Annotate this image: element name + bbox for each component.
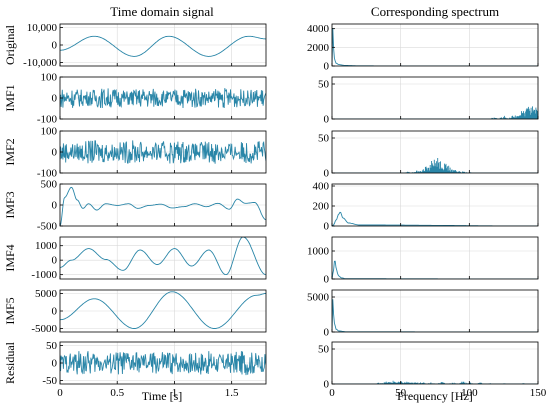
y-tick-label: -100 [37,168,58,180]
y-tick-label: 50 [318,79,330,91]
y-tick-label: 200 [313,201,330,213]
y-tick-label: 0 [324,61,330,73]
spectrum-imf5 [332,299,538,332]
frequency-axis-label: Frequency [Hz] [397,389,473,403]
axes-frame [331,76,539,120]
x-tick-label: 0 [329,387,335,399]
spectrum-imf4 [332,260,538,279]
row-label-imf5: IMF5 [3,297,17,324]
y-tick-label: -5000 [31,323,57,335]
x-tick-label: 150 [530,387,547,399]
axes-frame [331,341,539,385]
left-column-title: Time domain signal [110,4,214,19]
y-tick-label: 0 [52,306,58,318]
axes-frame [59,236,267,280]
y-tick-label: 50 [318,133,330,145]
x-tick-label: 1.5 [225,387,239,399]
row-label-residual: Residual [3,341,17,384]
y-tick-label: -100 [37,114,58,126]
time-series-imf3 [60,186,266,226]
y-tick-label: 10,000 [27,22,58,34]
y-tick-label: 100 [41,126,58,138]
y-tick-label: 0 [52,93,58,105]
axes-frame [331,236,539,280]
time-axis-label: Time [s] [142,389,183,403]
y-tick-label: 0 [324,379,330,391]
y-tick-label: -500 [37,221,58,233]
y-tick-label: 0 [324,168,330,180]
y-tick-label: -1000 [31,269,57,281]
y-tick-label: -10,000 [23,57,57,69]
y-tick-label: 5000 [307,292,330,304]
y-tick-label: 4000 [307,23,330,35]
y-tick-label: 0 [52,200,58,212]
y-tick-label: 0 [52,358,58,370]
x-tick-label: 0 [57,387,63,399]
time-series-imf5 [60,291,266,329]
y-tick-label: 0 [52,40,58,52]
time-series-imf4 [60,237,266,276]
y-tick-label: 50 [318,344,330,356]
axes-frame [331,183,539,227]
y-tick-label: 100 [41,72,58,84]
y-tick-label: 0 [324,114,330,126]
y-tick-label: 2000 [307,42,330,54]
x-tick-label: 1 [172,387,178,399]
y-tick-label: 1000 [307,246,330,258]
y-tick-label: 0 [324,221,330,233]
y-tick-label: 400 [313,181,330,193]
row-label-original: Original [3,24,17,65]
y-tick-label: 0 [52,147,58,159]
row-label-imf4: IMF4 [3,244,17,271]
spectrum-imf3 [332,211,538,226]
x-tick-label: 50 [395,387,407,399]
y-tick-label: 1000 [35,240,58,252]
row-label-imf2: IMF2 [3,138,17,165]
y-tick-label: -50 [42,375,57,387]
y-tick-label: 0 [324,274,330,286]
spectrum-residual [332,380,538,384]
y-tick-label: 50 [46,340,58,352]
y-tick-label: 0 [52,255,58,267]
spectrum-original [332,27,538,66]
y-tick-label: 0 [324,327,330,339]
row-label-imf3: IMF3 [3,191,17,218]
row-label-imf1: IMF1 [3,84,17,111]
y-tick-label: 500 [41,179,58,191]
time-series-imf2 [60,140,266,164]
right-column-title: Corresponding spectrum [371,4,499,19]
spectrum-imf2 [332,158,538,173]
axes-frame [331,289,539,333]
spectrum-imf1 [332,106,538,119]
y-tick-label: 5000 [35,288,58,300]
axes-frame [331,130,539,174]
time-series-residual [60,351,266,376]
time-series-original [60,35,266,57]
x-tick-label: 100 [461,387,478,399]
time-series-imf1 [60,88,266,109]
x-tick-label: 0.5 [110,387,124,399]
axes-frame [331,23,539,67]
